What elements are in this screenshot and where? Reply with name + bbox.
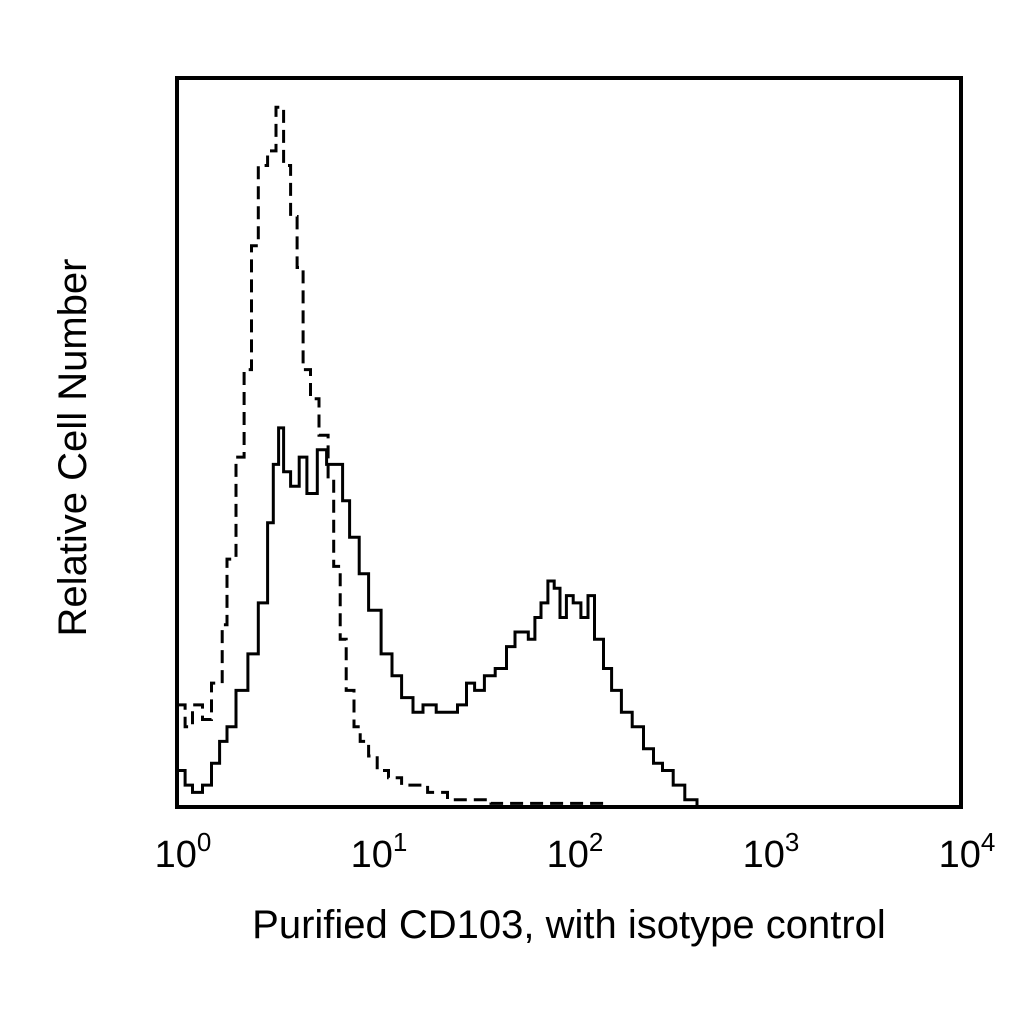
x-tick-label: 101 xyxy=(351,827,408,876)
x-axis-label: Purified CD103, with isotype control xyxy=(252,903,886,947)
x-tick-label: 100 xyxy=(155,827,212,876)
isotype-control-histogram xyxy=(177,105,687,809)
x-tick-labels: 100 101 102 103 104 xyxy=(155,827,996,876)
plot-frame xyxy=(175,76,963,809)
y-axis-label: Relative Cell Number xyxy=(51,259,95,637)
x-tick-label: 103 xyxy=(743,827,800,876)
x-tick-label: 104 xyxy=(939,827,996,876)
x-tick-label: 102 xyxy=(547,827,604,876)
series-layer xyxy=(177,105,961,809)
cd103-histogram xyxy=(177,426,961,809)
